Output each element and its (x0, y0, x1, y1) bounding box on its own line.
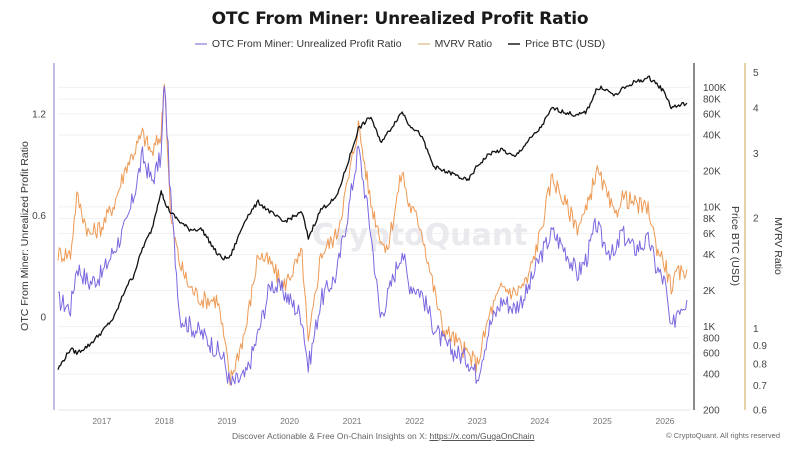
legend-swatch-otc (194, 43, 207, 45)
series-line-price (57, 75, 688, 370)
legend-item-price[interactable]: Price BTC (USD) (508, 38, 605, 50)
price-axis-title: Price BTC (USD) (729, 206, 741, 286)
x-tick-label: 2022 (405, 416, 424, 426)
watermark: CryptoQuant (312, 218, 528, 253)
x-tick-label: 2023 (468, 416, 487, 426)
mvrv-tick-label: 2 (753, 214, 759, 225)
price-tick-label: 200 (703, 406, 720, 417)
mvrv-tick-label: 5 (753, 68, 759, 79)
footer-text: Discover Actionable & Free On-Chain Insi… (232, 431, 430, 441)
price-tick-label: 100K (703, 83, 727, 94)
mvrv-axis-title: MVRV Ratio (772, 217, 784, 275)
mvrv-tick-label: 0.9 (753, 341, 767, 352)
left-axis-title: OTC From Miner: Unrealized Profit Ratio (19, 141, 31, 331)
price-tick-label: 6K (703, 229, 716, 240)
legend-label-otc: OTC From Miner: Unrealized Profit Ratio (211, 38, 402, 50)
legend: OTC From Miner: Unrealized Profit Ratio … (0, 38, 800, 50)
price-tick-label: 1K (703, 322, 716, 333)
left-tick-label: 0 (40, 312, 46, 323)
left-tick-label: 1.2 (32, 109, 46, 120)
x-tick-label: 2024 (530, 416, 549, 426)
series-lines (57, 75, 688, 386)
mvrv-tick-label: 0.8 (753, 360, 767, 371)
price-tick-label: 40K (703, 130, 721, 141)
price-tick-label: 10K (703, 202, 721, 213)
price-tick-label: 800 (703, 334, 720, 345)
mvrv-tick-label: 0.6 (753, 406, 767, 417)
price-tick-label: 80K (703, 94, 721, 105)
copyright: © CryptoQuant. All rights reserved (666, 431, 780, 440)
price-tick-label: 600 (703, 348, 720, 359)
x-tick-label: 2021 (343, 416, 362, 426)
x-tick-label: 2018 (155, 416, 174, 426)
price-tick-label: 2K (703, 286, 716, 297)
price-tick-label: 400 (703, 370, 720, 381)
x-tick-label: 2020 (280, 416, 299, 426)
chart-title: OTC From Miner: Unrealized Profit Ratio (211, 9, 589, 29)
price-tick-label: 4K (703, 250, 716, 261)
mvrv-tick-label: 0.7 (753, 381, 767, 392)
legend-swatch-mvrv (417, 43, 430, 45)
mvrv-tick-label: 4 (753, 103, 759, 114)
legend-label-price: Price BTC (USD) (525, 38, 606, 50)
legend-label-mvrv: MVRV Ratio (434, 38, 493, 50)
x-tick-label: 2017 (92, 416, 111, 426)
legend-item-otc[interactable]: OTC From Miner: Unrealized Profit Ratio (194, 38, 402, 50)
price-tick-label: 8K (703, 214, 716, 225)
left-tick-label: 0.6 (32, 211, 46, 222)
mvrv-tick-label: 3 (753, 149, 759, 160)
price-tick-label: 60K (703, 109, 721, 120)
footer-link[interactable]: https://x.com/GugaOnChain (429, 431, 535, 441)
legend-swatch-price (508, 43, 521, 45)
legend-item-mvrv[interactable]: MVRV Ratio (417, 38, 493, 50)
x-tick-label: 2019 (217, 416, 236, 426)
series-line-otc (57, 85, 688, 386)
x-tick-label: 2026 (656, 416, 675, 426)
x-tick-label: 2025 (593, 416, 612, 426)
mvrv-tick-label: 1 (753, 324, 759, 335)
footer-promo: Discover Actionable & Free On-Chain Insi… (232, 431, 534, 441)
price-tick-label: 20K (703, 166, 721, 177)
